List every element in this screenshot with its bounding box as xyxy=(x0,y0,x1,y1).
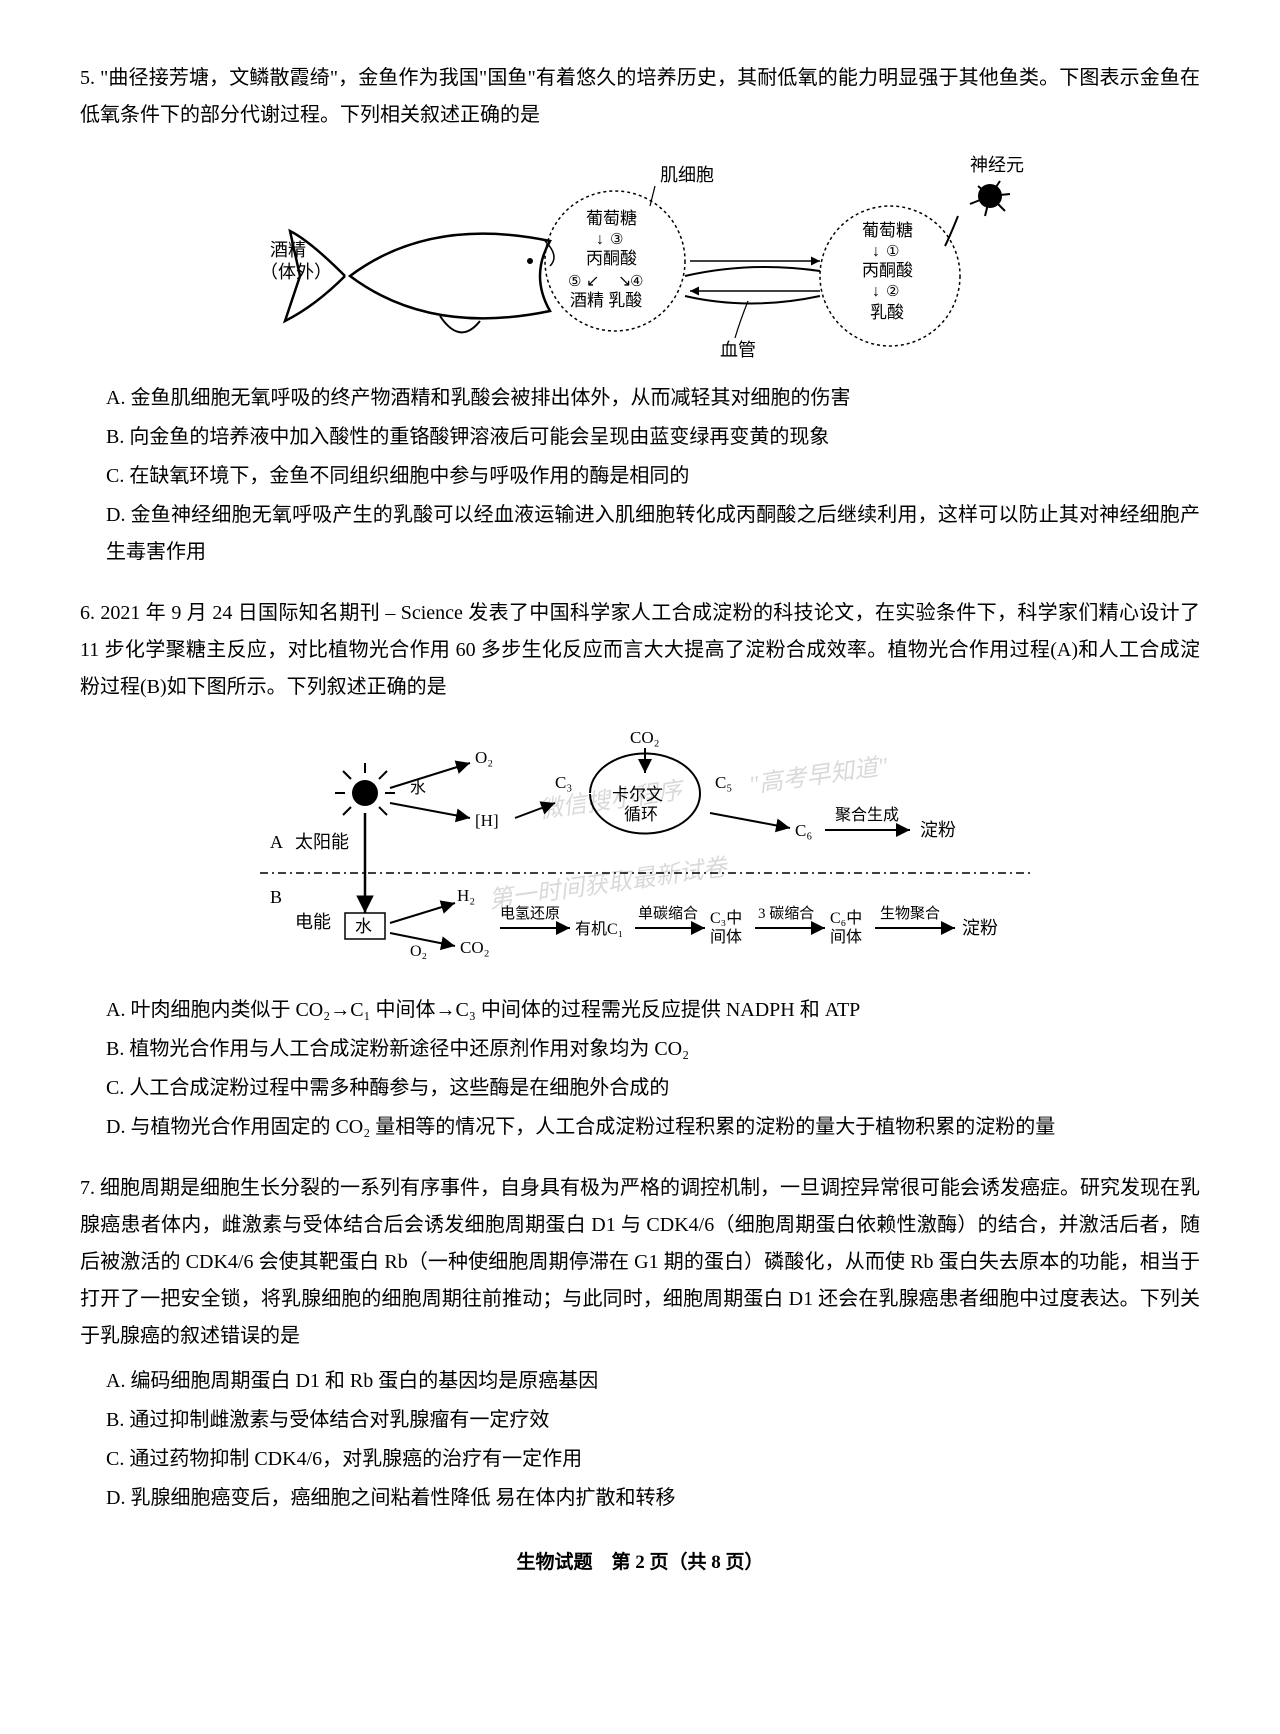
label-calvin-2: 循环 xyxy=(624,805,658,824)
label-tri-cond: 3 碳缩合 xyxy=(758,905,814,922)
label-mono-cond: 单碳缩合 xyxy=(638,905,698,922)
label-step4: ④ xyxy=(630,274,643,290)
label-A: A xyxy=(270,832,283,852)
label-H: [H] xyxy=(475,811,499,830)
label-starch2: 淀粉 xyxy=(962,918,998,938)
label-co2-bot: CO₂ xyxy=(460,938,490,957)
label-glucose1: 葡萄糖 xyxy=(586,209,637,228)
label-polymerize: 聚合生成 xyxy=(835,806,899,824)
label-step2: ② xyxy=(886,284,899,300)
q7-option-c: C. 通过药物抑制 CDK4/6，对乳腺癌的治疗有一定作用 xyxy=(106,1441,1200,1478)
q6-option-a: A. 叶肉细胞内类似于 CO₂→C₁ 中间体→C₃ 中间体的过程需光反应提供 N… xyxy=(106,992,1200,1029)
label-co2-top: CO₂ xyxy=(630,728,660,747)
svg-text:↓: ↓ xyxy=(596,231,604,248)
q7-option-d: D. 乳腺细胞癌变后，癌细胞之间粘着性降低 易在体内扩散和转移 xyxy=(106,1480,1200,1517)
page-footer: 生物试题 第 2 页（共 8 页） xyxy=(80,1545,1200,1580)
label-water-box: 水 xyxy=(355,917,372,936)
label-c6: C₆ xyxy=(795,821,812,840)
q6-options: A. 叶肉细胞内类似于 CO₂→C₁ 中间体→C₃ 中间体的过程需光反应提供 N… xyxy=(106,992,1200,1146)
svg-text:↓: ↓ xyxy=(872,283,880,300)
q6-stem: 6. 2021 年 9 月 24 日国际知名期刊 – Science 发表了中国… xyxy=(80,595,1200,706)
q5-option-d: D. 金鱼神经细胞无氧呼吸产生的乳酸可以经血液运输进入肌细胞转化成丙酮酸之后继续… xyxy=(106,497,1200,571)
label-lactic: 乳酸 xyxy=(870,303,904,322)
label-step5: ⑤ xyxy=(568,274,581,290)
label-outside: （体外） xyxy=(260,262,332,282)
q7-options: A. 编码细胞周期蛋白 D1 和 Rb 蛋白的基因均是原癌基因 B. 通过抑制雌… xyxy=(106,1363,1200,1517)
label-c5: C₅ xyxy=(715,773,732,792)
label-starch1: 淀粉 xyxy=(920,820,956,840)
q6-option-c: C. 人工合成淀粉过程中需多种酶参与，这些酶是在细胞外合成的 xyxy=(106,1070,1200,1107)
q5-option-c: C. 在缺氧环境下，金鱼不同组织细胞中参与呼吸作用的酶是相同的 xyxy=(106,458,1200,495)
question-5: 5. "曲径接芳塘，文鳞散霞绮"，金鱼作为我国"国鱼"有着悠久的培养历史，其耐低… xyxy=(80,60,1200,571)
q7-option-a: A. 编码细胞周期蛋白 D1 和 Rb 蛋白的基因均是原癌基因 xyxy=(106,1363,1200,1400)
label-o2: O₂ xyxy=(475,748,493,767)
label-elec: 电能 xyxy=(295,912,331,932)
q6-option-b: B. 植物光合作用与人工合成淀粉新途径中还原剂作用对象均为 CO₂ xyxy=(106,1031,1200,1068)
label-water-arrow: 水 xyxy=(410,779,426,797)
svg-text:O₂: O₂ xyxy=(410,943,427,960)
svg-text:间体: 间体 xyxy=(710,928,742,946)
label-pyruvate1: 丙酮酸 xyxy=(586,249,637,268)
question-6: 6. 2021 年 9 月 24 日国际知名期刊 – Science 发表了中国… xyxy=(80,595,1200,1146)
label-step3: ③ xyxy=(610,232,623,248)
watermark-2: "高考早知道" xyxy=(747,753,890,799)
label-org-c1: 有机C₁ xyxy=(575,920,623,938)
label-solar: 太阳能 xyxy=(295,832,349,852)
svg-text:C₃中: C₃中 xyxy=(710,909,742,927)
label-B: B xyxy=(270,887,282,907)
label-muscle: 肌细胞 xyxy=(660,165,714,185)
label-c3: C₃ xyxy=(555,773,572,792)
label-alc-lactic: 酒精 乳酸 xyxy=(570,291,642,310)
question-7: 7. 细胞周期是细胞生长分裂的一系列有序事件，自身具有极为严格的调控机制，一旦调… xyxy=(80,1170,1200,1517)
q7-text: 细胞周期是细胞生长分裂的一系列有序事件，自身具有极为严格的调控机制，一旦调控异常… xyxy=(80,1177,1200,1347)
watermark-3: 第一时间获取最新试卷 xyxy=(487,854,730,914)
label-glucose2: 葡萄糖 xyxy=(862,221,913,240)
label-step1: ① xyxy=(886,244,899,260)
q7-option-b: B. 通过抑制雌激素与受体结合对乳腺瘤有一定疗效 xyxy=(106,1402,1200,1439)
label-bio-poly: 生物聚合 xyxy=(880,905,940,922)
q5-number: 5. xyxy=(80,67,95,89)
label-elec-red: 电氢还原 xyxy=(500,905,560,922)
label-alcohol-out: 酒精 xyxy=(270,240,306,260)
q5-stem: 5. "曲径接芳塘，文鳞散霞绮"，金鱼作为我国"国鱼"有着悠久的培养历史，其耐低… xyxy=(80,60,1200,134)
q5-option-b: B. 向金鱼的培养液中加入酸性的重铬酸钾溶液后可能会呈现由蓝变绿再变黄的现象 xyxy=(106,419,1200,456)
svg-text:↙: ↙ xyxy=(586,273,599,290)
q5-diagram: 酒精 （体外） 肌细胞 葡萄糖 ↓ ③ 丙酮酸 ⑤ ↙ ↘ ④ 酒精 乳酸 血管… xyxy=(230,146,1050,366)
label-blood: 血管 xyxy=(720,340,756,360)
q6-option-d: D. 与植物光合作用固定的 CO₂ 量相等的情况下，人工合成淀粉过程积累的淀粉的… xyxy=(106,1109,1200,1146)
neuron-icon xyxy=(945,181,1010,246)
q5-text: "曲径接芳塘，文鳞散霞绮"，金鱼作为我国"国鱼"有着悠久的培养历史，其耐低氧的能… xyxy=(80,67,1200,126)
label-neuron: 神经元 xyxy=(970,155,1024,175)
svg-text:间体: 间体 xyxy=(830,928,862,946)
q6-diagram: 微信搜小程序 "高考早知道" 第一时间获取最新试卷 A 太阳能 B 电能 水 O… xyxy=(210,718,1070,978)
q5-option-a: A. 金鱼肌细胞无氧呼吸的终产物酒精和乳酸会被排出体外，从而减轻其对细胞的伤害 xyxy=(106,380,1200,417)
svg-text:↓: ↓ xyxy=(872,243,880,260)
svg-text:C₆中: C₆中 xyxy=(830,909,862,927)
q7-number: 7. xyxy=(80,1177,95,1199)
q6-number: 6. xyxy=(80,602,95,624)
q6-text: 2021 年 9 月 24 日国际知名期刊 – Science 发表了中国科学家… xyxy=(80,602,1200,698)
q5-options: A. 金鱼肌细胞无氧呼吸的终产物酒精和乳酸会被排出体外，从而减轻其对细胞的伤害 … xyxy=(106,380,1200,571)
label-h2: H₂ xyxy=(457,886,475,905)
label-pyruvate2: 丙酮酸 xyxy=(862,261,913,280)
label-calvin-1: 卡尔文 xyxy=(612,785,663,804)
q7-stem: 7. 细胞周期是细胞生长分裂的一系列有序事件，自身具有极为严格的调控机制，一旦调… xyxy=(80,1170,1200,1355)
